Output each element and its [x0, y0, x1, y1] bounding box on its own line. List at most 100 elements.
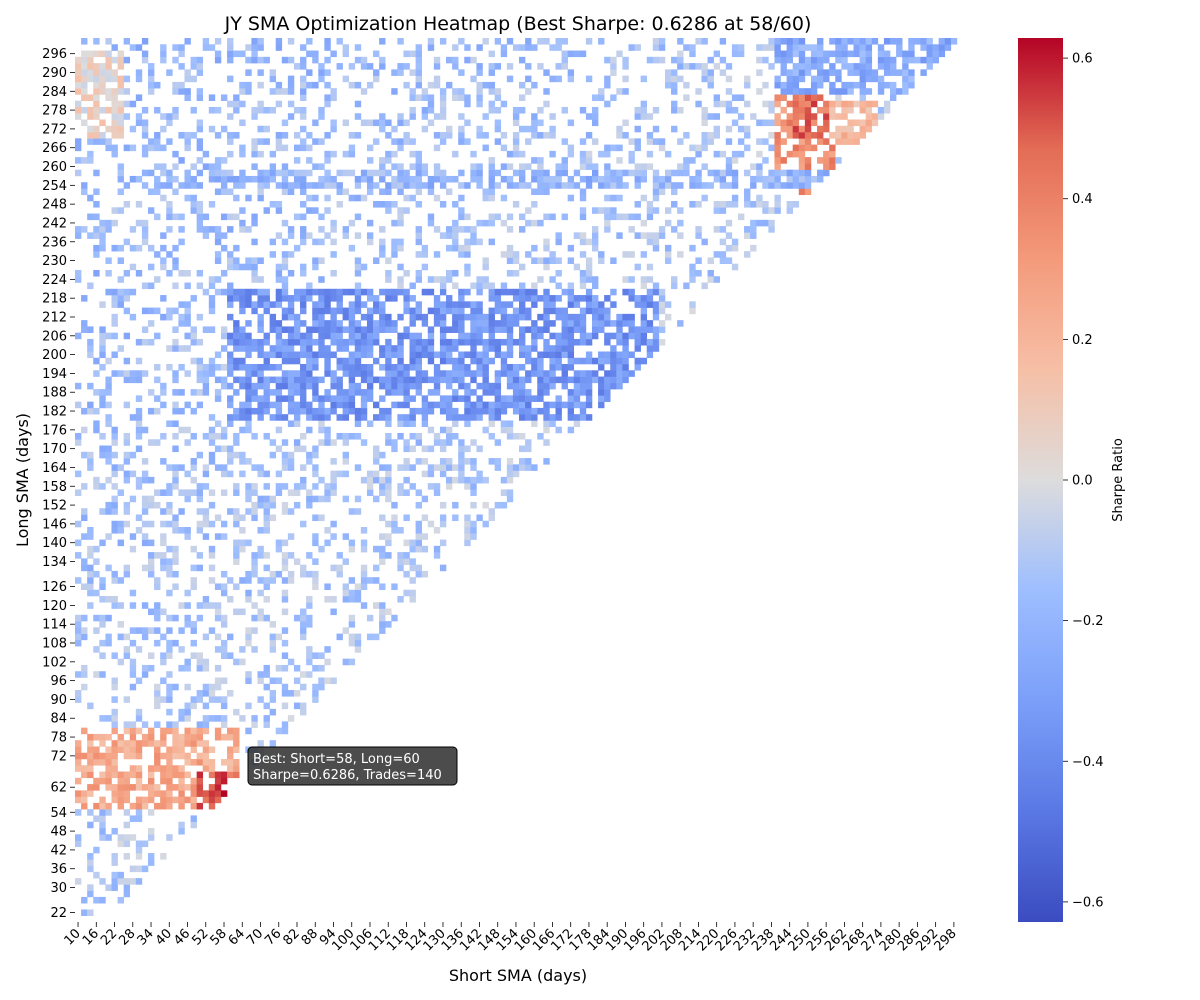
heatmap-cell	[75, 332, 82, 340]
heatmap-cell	[373, 495, 380, 503]
heatmap-cell	[616, 338, 623, 346]
heatmap-cell	[166, 683, 173, 691]
heatmap-cell	[366, 364, 374, 371]
heatmap-cell	[293, 439, 301, 446]
heatmap-cell	[129, 125, 137, 133]
heatmap-cell	[196, 508, 204, 515]
heatmap-cell	[117, 370, 124, 377]
heatmap-cell	[135, 113, 143, 120]
heatmap-cell	[135, 677, 143, 685]
heatmap-cell	[336, 357, 343, 365]
heatmap-cell	[446, 407, 453, 415]
heatmap-cell	[324, 495, 331, 503]
heatmap-cell	[689, 244, 696, 252]
heatmap-cell	[865, 125, 873, 133]
heatmap-cell	[306, 495, 313, 503]
heatmap-cell	[135, 627, 143, 634]
heatmap-cell	[147, 552, 155, 559]
heatmap-cell	[950, 38, 958, 45]
heatmap-cell	[154, 758, 161, 766]
heatmap-cell	[263, 332, 270, 340]
heatmap-cell	[257, 326, 264, 333]
heatmap-cell	[452, 226, 459, 233]
heatmap-cell	[780, 81, 787, 89]
heatmap-cell	[318, 182, 325, 189]
heatmap-cell	[537, 395, 544, 402]
heatmap-cell	[652, 332, 660, 340]
heatmap-cell	[792, 119, 800, 127]
heatmap-cell	[750, 201, 757, 208]
heatmap-cell	[366, 320, 374, 327]
heatmap-cell	[318, 407, 325, 415]
heatmap-cell	[579, 401, 587, 409]
heatmap-cell	[397, 138, 404, 145]
heatmap-cell	[385, 157, 392, 164]
heatmap-cell	[214, 533, 222, 540]
heatmap-cell	[166, 784, 173, 791]
heatmap-cell	[859, 119, 866, 127]
heatmap-cell	[348, 63, 356, 70]
heatmap-cell	[160, 802, 167, 810]
heatmap-cell	[129, 144, 137, 152]
heatmap-cell	[287, 401, 295, 409]
heatmap-cell	[409, 88, 416, 95]
heatmap-cell	[433, 307, 441, 315]
heatmap-cell	[366, 420, 374, 428]
heatmap-cell	[141, 106, 149, 114]
heatmap-cell	[135, 746, 143, 754]
heatmap-cell	[166, 269, 173, 277]
heatmap-cell	[932, 44, 939, 51]
heatmap-cell	[458, 194, 465, 202]
heatmap-cell	[214, 38, 222, 45]
heatmap-cell	[135, 445, 143, 453]
heatmap-cell	[257, 150, 264, 158]
heatmap-cell	[452, 313, 459, 321]
heatmap-cell	[452, 364, 459, 371]
heatmap-cell	[245, 595, 252, 603]
heatmap-cell	[433, 251, 441, 258]
heatmap-cell	[166, 175, 173, 183]
heatmap-cell	[196, 125, 204, 133]
heatmap-cell	[360, 583, 368, 591]
heatmap-cell	[397, 313, 404, 321]
heatmap-cell	[190, 733, 197, 741]
heatmap-cell	[135, 94, 143, 101]
heatmap-cell	[239, 414, 246, 421]
heatmap-cell	[233, 658, 240, 666]
heatmap-cell	[640, 75, 648, 83]
heatmap-cell	[452, 232, 459, 239]
heatmap-cell	[591, 138, 599, 145]
heatmap-cell	[281, 376, 289, 384]
heatmap-cell	[99, 432, 106, 440]
heatmap-cell	[360, 389, 368, 396]
heatmap-cell	[330, 483, 337, 490]
heatmap-cell	[792, 182, 800, 189]
heatmap-cell	[646, 276, 654, 283]
heatmap-cell	[160, 652, 167, 659]
heatmap-cell	[263, 721, 270, 728]
heatmap-cell	[306, 426, 313, 434]
heatmap-cell	[300, 633, 307, 641]
heatmap-cell	[604, 307, 611, 315]
heatmap-cell	[446, 351, 453, 359]
heatmap-cell	[141, 602, 149, 609]
heatmap-cell	[500, 489, 508, 496]
heatmap-cell	[257, 138, 264, 145]
heatmap-cell	[944, 44, 952, 51]
heatmap-cell	[391, 219, 398, 227]
heatmap-cell	[366, 63, 374, 70]
heatmap-cell	[166, 313, 173, 321]
heatmap-cell	[330, 520, 337, 528]
heatmap-cell	[366, 338, 374, 346]
heatmap-cell	[178, 790, 185, 797]
heatmap-cell	[914, 38, 921, 45]
heatmap-cell	[275, 407, 283, 415]
heatmap-cell	[403, 389, 410, 396]
heatmap-cell	[525, 38, 532, 45]
heatmap-cell	[87, 752, 94, 760]
heatmap-cell	[865, 88, 873, 95]
heatmap-cell	[385, 132, 392, 139]
heatmap-cell	[269, 439, 277, 446]
heatmap-cell	[932, 50, 939, 58]
heatmap-cell	[160, 244, 167, 252]
